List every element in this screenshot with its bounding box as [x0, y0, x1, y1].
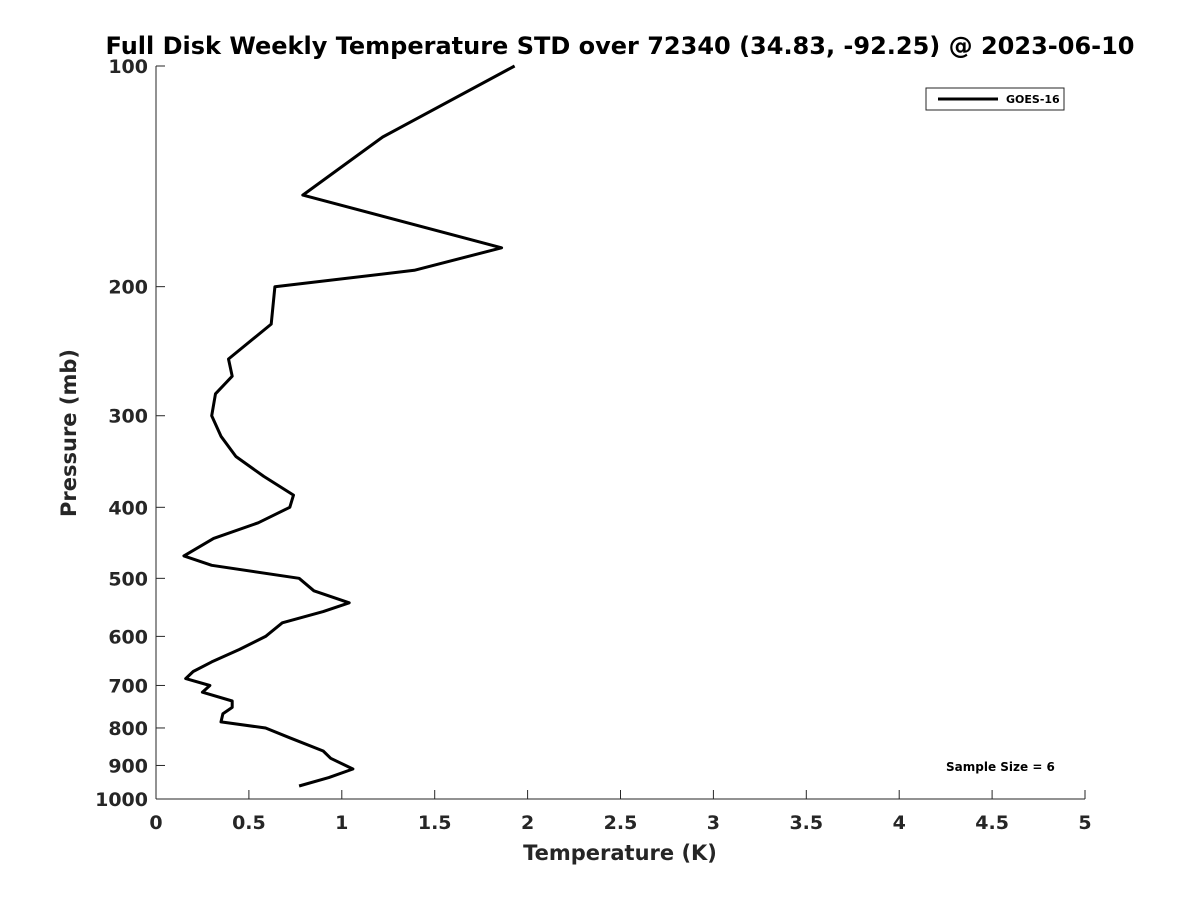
- y-tick-label: 400: [108, 497, 148, 519]
- y-tick-label: 600: [108, 626, 148, 648]
- sample-size-annotation: Sample Size = 6: [946, 760, 1055, 774]
- x-tick-label: 3.5: [789, 812, 823, 834]
- x-tick-label: 2.5: [604, 812, 638, 834]
- y-tick-label: 300: [108, 406, 148, 428]
- plot-area: [156, 66, 1085, 799]
- x-tick-label: 5: [1078, 812, 1091, 834]
- y-tick-label: 200: [108, 277, 148, 299]
- x-tick-label: 2: [521, 812, 534, 834]
- x-tick-label: 4.5: [975, 812, 1009, 834]
- y-tick-label: 900: [108, 755, 148, 777]
- y-tick-label: 800: [108, 718, 148, 740]
- y-tick-label: 500: [108, 568, 148, 590]
- legend: GOES-16: [925, 87, 1065, 111]
- x-tick-label: 1: [335, 812, 348, 834]
- x-tick-label: 3: [707, 812, 720, 834]
- y-tick-label: 100: [108, 56, 148, 78]
- x-tick-label: 0: [149, 812, 162, 834]
- x-tick-label: 1.5: [418, 812, 452, 834]
- y-tick-label: 700: [108, 675, 148, 697]
- y-tick-label: 1000: [95, 789, 148, 811]
- x-axis-ticks: 0 0.5 1 1.5 2 2.5 3 3.5 4 4.5 5: [149, 790, 1092, 834]
- y-axis-label: Pressure (mb): [57, 349, 81, 517]
- x-tick-label: 0.5: [232, 812, 266, 834]
- x-axis-label: Temperature (K): [523, 841, 717, 865]
- chart-title: Full Disk Weekly Temperature STD over 72…: [106, 32, 1135, 60]
- y-axis-ticks: 100 200 300 400 500 600 700 800 900 1000: [95, 56, 165, 811]
- x-tick-label: 4: [893, 812, 906, 834]
- legend-entry-goes-16: GOES-16: [1006, 93, 1060, 106]
- series-line-goes-16: [182, 64, 516, 788]
